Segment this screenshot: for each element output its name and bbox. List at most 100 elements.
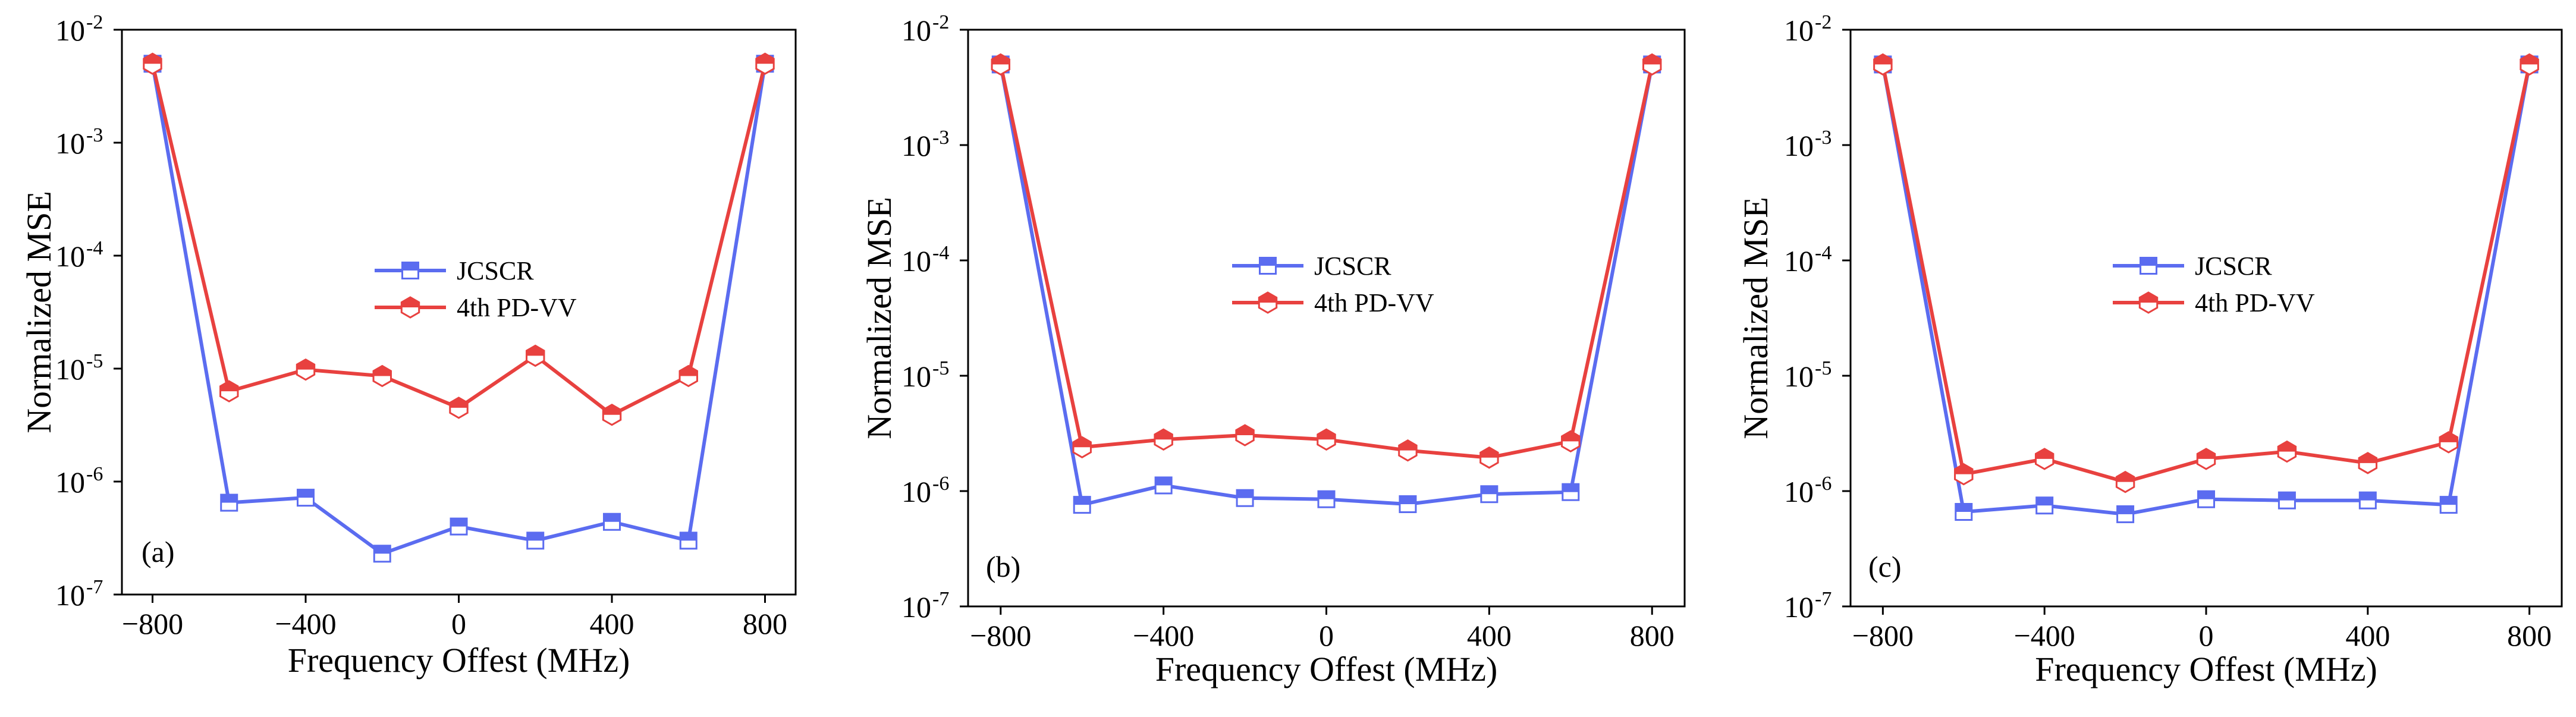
y-tick-exponent: -6 bbox=[932, 473, 949, 495]
data-point-fill bbox=[1481, 486, 1497, 495]
y-tick-exponent: -4 bbox=[86, 237, 103, 259]
y-tick-label: 10 bbox=[901, 360, 931, 393]
data-point-fill bbox=[1643, 54, 1661, 65]
data-point-fill bbox=[2279, 492, 2295, 501]
y-tick-label: 10 bbox=[901, 244, 931, 278]
data-point-fill bbox=[143, 54, 162, 64]
y-tick-label: 10 bbox=[1784, 129, 1814, 162]
data-point-fill bbox=[2036, 497, 2053, 506]
data-point-fill bbox=[1154, 429, 1173, 440]
data-point-fill bbox=[2198, 491, 2214, 499]
data-point-fill bbox=[2035, 448, 2053, 459]
legend-label: 4th PD-VV bbox=[2195, 288, 2315, 317]
series-4th-pd-vv bbox=[1873, 53, 2539, 493]
x-tick-label: 0 bbox=[2199, 619, 2214, 652]
panel-label: (b) bbox=[986, 550, 1020, 583]
legend-marker-fill bbox=[1259, 293, 1277, 303]
data-point-fill bbox=[2278, 441, 2296, 452]
data-point-fill bbox=[604, 514, 620, 522]
data-point-fill bbox=[2440, 496, 2457, 505]
x-tick-label: −800 bbox=[122, 607, 183, 640]
data-point-fill bbox=[2359, 452, 2377, 463]
legend: JCSCR 4th PD-VV bbox=[375, 256, 577, 322]
y-tick-exponent: -6 bbox=[86, 463, 103, 485]
data-point-fill bbox=[680, 532, 697, 541]
legend-label: 4th PD-VV bbox=[1314, 288, 1434, 317]
y-tick-label: 10 bbox=[55, 14, 85, 47]
data-point-fill bbox=[297, 489, 314, 498]
x-tick-label: 0 bbox=[451, 607, 466, 640]
x-tick-label: −800 bbox=[1852, 619, 1914, 652]
x-axis-title: Frequency Offest (MHz) bbox=[2035, 650, 2377, 688]
data-point-fill bbox=[2117, 506, 2134, 514]
data-point-fill bbox=[680, 366, 698, 376]
data-point-fill bbox=[527, 532, 544, 541]
data-point-fill bbox=[374, 545, 391, 554]
series-4th-pd-vv bbox=[991, 53, 1662, 469]
legend-label: JCSCR bbox=[457, 256, 534, 285]
y-tick-exponent: -3 bbox=[86, 124, 103, 146]
x-tick-label: 800 bbox=[2507, 619, 2552, 652]
legend: JCSCR 4th PD-VV bbox=[2113, 251, 2315, 317]
y-tick-label: 10 bbox=[901, 14, 931, 47]
y-tick-exponent: -4 bbox=[932, 242, 949, 264]
y-tick-exponent: -5 bbox=[932, 357, 949, 379]
x-axis-title: Frequency Offest (MHz) bbox=[1155, 650, 1498, 688]
data-point-fill bbox=[2197, 448, 2215, 459]
data-point-fill bbox=[220, 381, 238, 392]
y-tick-label: 10 bbox=[1784, 244, 1814, 278]
x-tick-label: 0 bbox=[1319, 619, 1334, 652]
data-point-fill bbox=[1074, 496, 1091, 505]
x-tick-label: 400 bbox=[2345, 619, 2390, 652]
legend: JCSCR 4th PD-VV bbox=[1232, 251, 1434, 317]
legend-marker-fill bbox=[2140, 257, 2157, 266]
data-point-fill bbox=[1155, 477, 1172, 486]
x-tick-label: −400 bbox=[275, 607, 336, 640]
data-point-fill bbox=[450, 397, 468, 408]
y-tick-exponent: -4 bbox=[1815, 242, 1832, 264]
data-point-fill bbox=[2116, 471, 2134, 482]
y-tick-label: 10 bbox=[1784, 360, 1814, 393]
data-point-fill bbox=[1562, 484, 1579, 492]
x-tick-label: 800 bbox=[1630, 619, 1675, 652]
y-tick-exponent: -3 bbox=[932, 127, 949, 149]
plot-frame bbox=[967, 29, 1686, 608]
data-point-fill bbox=[1399, 440, 1417, 451]
legend-label: JCSCR bbox=[1314, 251, 1391, 281]
y-tick-exponent: -2 bbox=[1815, 11, 1832, 33]
legend-marker-fill bbox=[2140, 293, 2157, 303]
y-tick-exponent: -7 bbox=[86, 576, 103, 598]
data-point-fill bbox=[1073, 437, 1091, 448]
data-point-fill bbox=[2520, 54, 2539, 65]
legend-marker-fill bbox=[401, 297, 419, 307]
data-point-fill bbox=[1237, 490, 1254, 498]
data-point-fill bbox=[1317, 429, 1336, 440]
data-point-fill bbox=[1399, 496, 1416, 505]
x-tick-label: 800 bbox=[743, 607, 787, 640]
data-point-fill bbox=[373, 366, 391, 376]
y-tick-label: 10 bbox=[901, 590, 931, 624]
data-point-fill bbox=[221, 495, 237, 503]
data-point-fill bbox=[1874, 54, 1892, 65]
data-point-fill bbox=[992, 54, 1010, 65]
x-tick-label: −800 bbox=[970, 619, 1031, 652]
panel-label: (c) bbox=[1868, 550, 1902, 583]
x-tick-label: 400 bbox=[1467, 619, 1512, 652]
y-tick-exponent: -6 bbox=[1815, 473, 1832, 495]
data-point-fill bbox=[2440, 432, 2458, 442]
data-point-fill bbox=[1562, 431, 1580, 442]
x-tick-label: −400 bbox=[1133, 619, 1194, 652]
y-tick-exponent: -5 bbox=[1815, 357, 1832, 379]
y-tick-label: 10 bbox=[1784, 590, 1814, 624]
data-point-fill bbox=[756, 54, 774, 64]
y-axis-title: Normalized MSE bbox=[860, 197, 899, 439]
data-point-fill bbox=[1236, 425, 1254, 436]
panel-label: (a) bbox=[142, 535, 175, 568]
y-tick-exponent: -2 bbox=[932, 11, 949, 33]
y-tick-label: 10 bbox=[1784, 14, 1814, 47]
series-4th-pd-vv bbox=[143, 52, 775, 426]
